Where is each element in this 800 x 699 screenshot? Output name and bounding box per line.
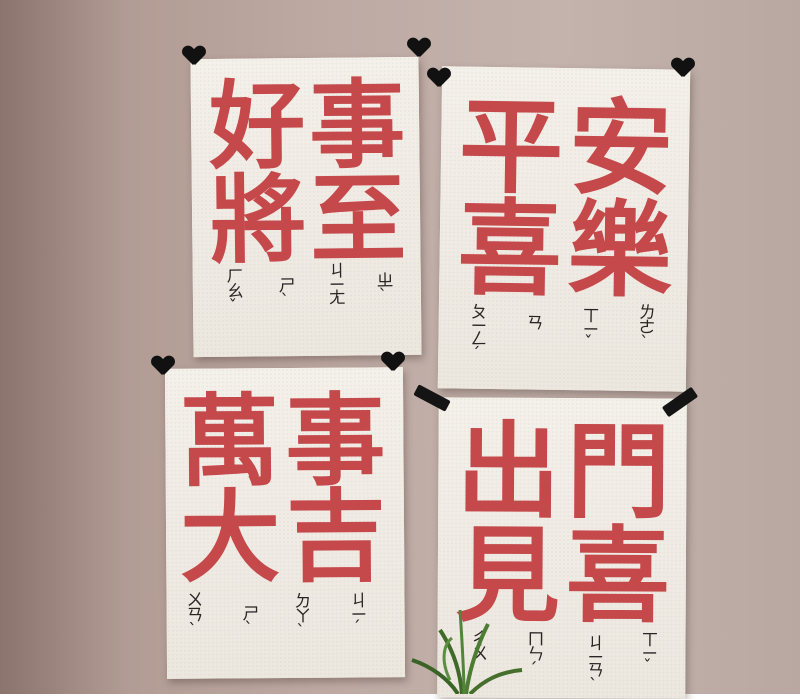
- poster-phonetic: ㄒㄧˇ: [637, 630, 658, 676]
- poster-character: 喜: [456, 187, 563, 311]
- poster-phonetic: ㄢ: [522, 313, 543, 329]
- poster-character: 事: [308, 68, 406, 182]
- poster-phonetic: ㄕˋ: [274, 276, 295, 310]
- poster-phonetic: ㄐㄧㄤ: [324, 261, 345, 304]
- heart-tape-icon: [672, 58, 694, 80]
- poster-character: 事: [285, 382, 386, 500]
- poster-phonetic: ㄌㄜˋ: [634, 302, 655, 352]
- poster-character: 至: [309, 162, 407, 276]
- heart-tape-icon: [408, 38, 430, 60]
- poster-phonetic: ㄆㄧㄥˊ: [465, 302, 487, 363]
- wall-shadow: [0, 0, 130, 694]
- heart-tape-icon: [152, 356, 174, 378]
- poster-character: 萬: [179, 383, 280, 501]
- poster-phonetic: ㄐㄧㄢˋ: [583, 634, 604, 694]
- poster-phonetic: ㄉㄚˋ: [290, 591, 311, 640]
- poster-character: 將: [209, 164, 307, 278]
- poster-phonetic: ㄒㄧˇ: [578, 306, 599, 352]
- heart-tape-icon: [183, 46, 205, 68]
- poster-phonetic: ㄏㄠˇ: [222, 266, 243, 315]
- poster-character: 樂: [566, 189, 673, 313]
- poster-character: 好: [208, 70, 306, 184]
- poster-phonetic: ㄓˋ: [372, 271, 393, 305]
- heart-tape-icon: [428, 68, 450, 90]
- poster-phonetic: ㄕˋ: [238, 604, 259, 638]
- poster-character: 門: [566, 411, 671, 534]
- poster-character: 安: [568, 87, 674, 211]
- poster-all-good-luck: 萬 事 大 吉 ㄨㄢˋ ㄕˋ ㄉㄚˋ ㄐㄧˊ: [164, 367, 406, 679]
- heart-tape-icon: [382, 352, 404, 374]
- poster-character: 平: [458, 85, 564, 209]
- poster-phonetic: ㄐㄧˊ: [346, 591, 367, 637]
- poster-phonetic: ㄨㄢˋ: [182, 590, 203, 639]
- poster-character: 吉: [285, 478, 387, 596]
- poster-peace-and-joy: 平 安 喜 樂 ㄆㄧㄥˊ ㄢ ㄒㄧˇ ㄌㄜˋ: [437, 66, 691, 392]
- poster-character: 出: [456, 410, 561, 533]
- plant-leaves: [411, 609, 523, 694]
- poster-good-things-coming: 好 事 將 至 ㄏㄠˇ ㄕˋ ㄐㄧㄤ ㄓˋ: [190, 56, 422, 358]
- poster-character: 喜: [565, 515, 671, 638]
- poster-character: 大: [179, 479, 281, 597]
